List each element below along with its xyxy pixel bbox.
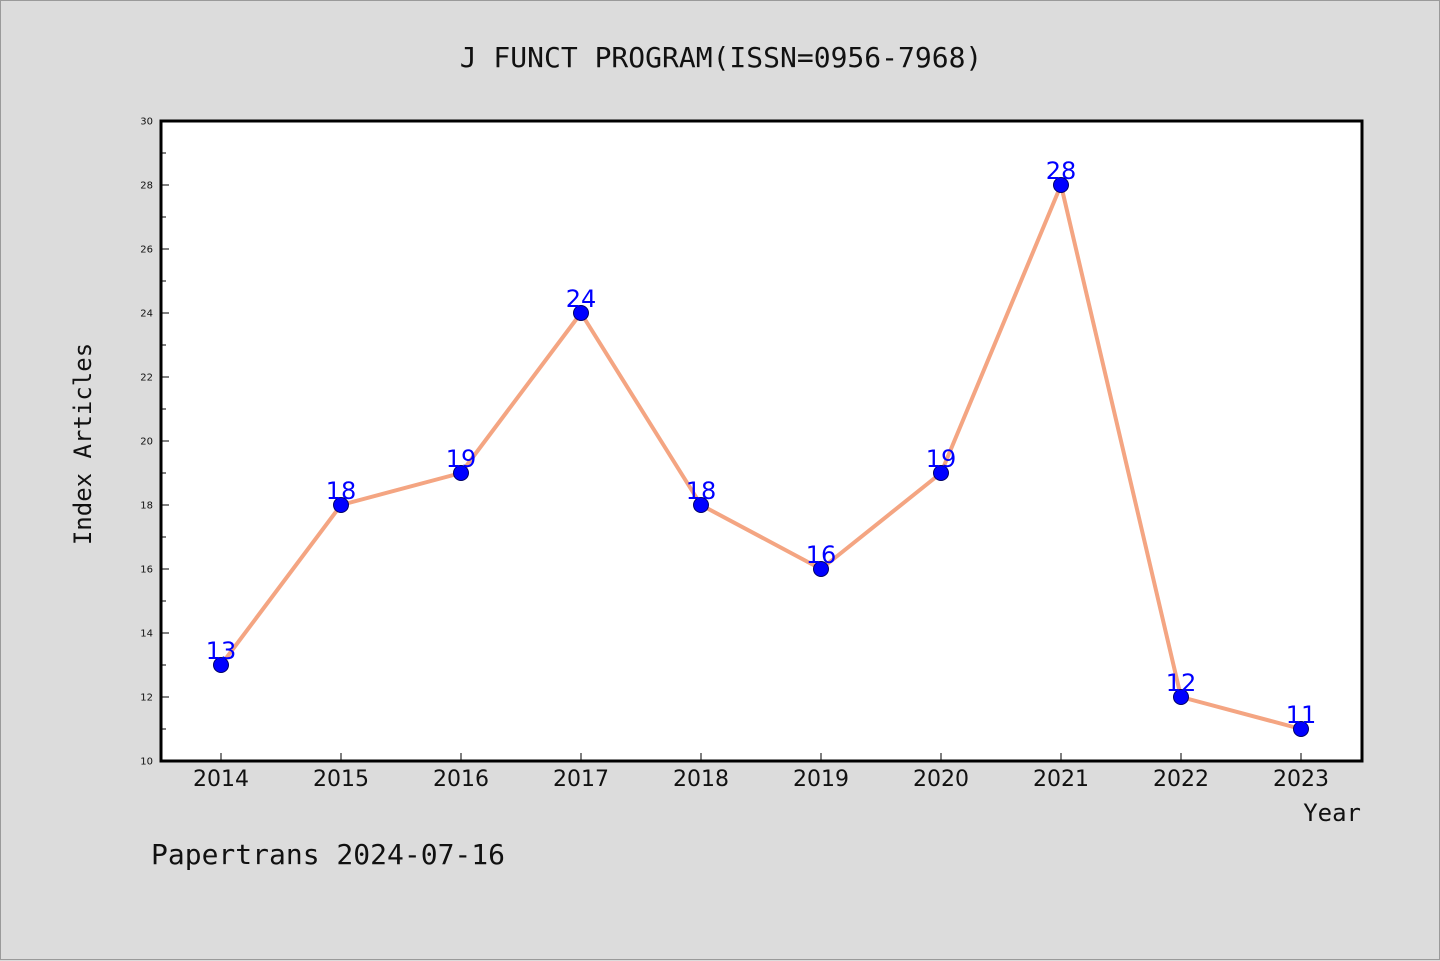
data-label: 18 [326,477,357,505]
data-point-marker [933,465,949,481]
x-tick-label: 2018 [673,767,729,792]
data-point-marker [1053,177,1069,193]
x-tick-label: 2022 [1153,767,1209,792]
y-tick-label: 30 [140,117,153,128]
footer-text: Papertrans 2024-07-16 [151,838,505,871]
data-label: 19 [446,445,477,473]
x-tick-label: 2019 [793,767,849,792]
x-axis-ticks: 2014 2015 2016 2017 2018 2019 2020 2021 2022 2023 [193,753,1329,792]
y-axis-label: Index Articles [69,343,97,545]
x-tick-label: 2015 [313,767,369,792]
x-tick-label: 2020 [913,767,969,792]
y-tick-label: 18 [140,501,153,512]
y-tick-label: 12 [140,693,153,704]
x-tick-label: 2014 [193,767,249,792]
data-point-marker [333,497,349,513]
data-label: 18 [686,477,717,505]
x-tick-label: 2021 [1033,767,1089,792]
y-tick-label: 24 [140,309,153,320]
data-label: 24 [566,285,597,313]
series-line [219,183,1303,731]
data-point-marker [813,561,829,577]
data-label: 28 [1046,157,1077,185]
data-point-marker [693,497,709,513]
data-point-marker [1293,721,1309,737]
y-tick-label: 28 [140,181,153,192]
data-point-marker [1173,689,1189,705]
data-point-marker [213,657,229,673]
data-label: 11 [1286,701,1317,729]
y-tick-label: 10 [140,757,153,768]
y-tick-label: 16 [140,565,153,576]
y-tick-label: 14 [140,629,153,640]
series-group: 13 18 19 24 18 16 19 28 12 11 [206,157,1317,737]
x-axis-label: Year [1303,799,1361,827]
plot-area [159,119,1364,763]
data-point-marker [453,465,469,481]
chart-title: J FUNCT PROGRAM(ISSN=0956-7968) [460,41,983,74]
data-label: 12 [1166,669,1197,697]
y-tick-label: 22 [140,373,153,384]
data-label: 13 [206,637,237,665]
data-label: 19 [926,445,957,473]
y-axis-ticks: 10 12 14 16 18 20 22 24 26 28 30 [140,117,169,768]
y-tick-label: 20 [140,437,153,448]
data-point-marker [573,305,589,321]
data-label: 16 [806,541,837,569]
x-tick-label: 2023 [1273,767,1329,792]
x-tick-label: 2016 [433,767,489,792]
x-tick-label: 2017 [553,767,609,792]
y-tick-label: 26 [140,245,153,256]
